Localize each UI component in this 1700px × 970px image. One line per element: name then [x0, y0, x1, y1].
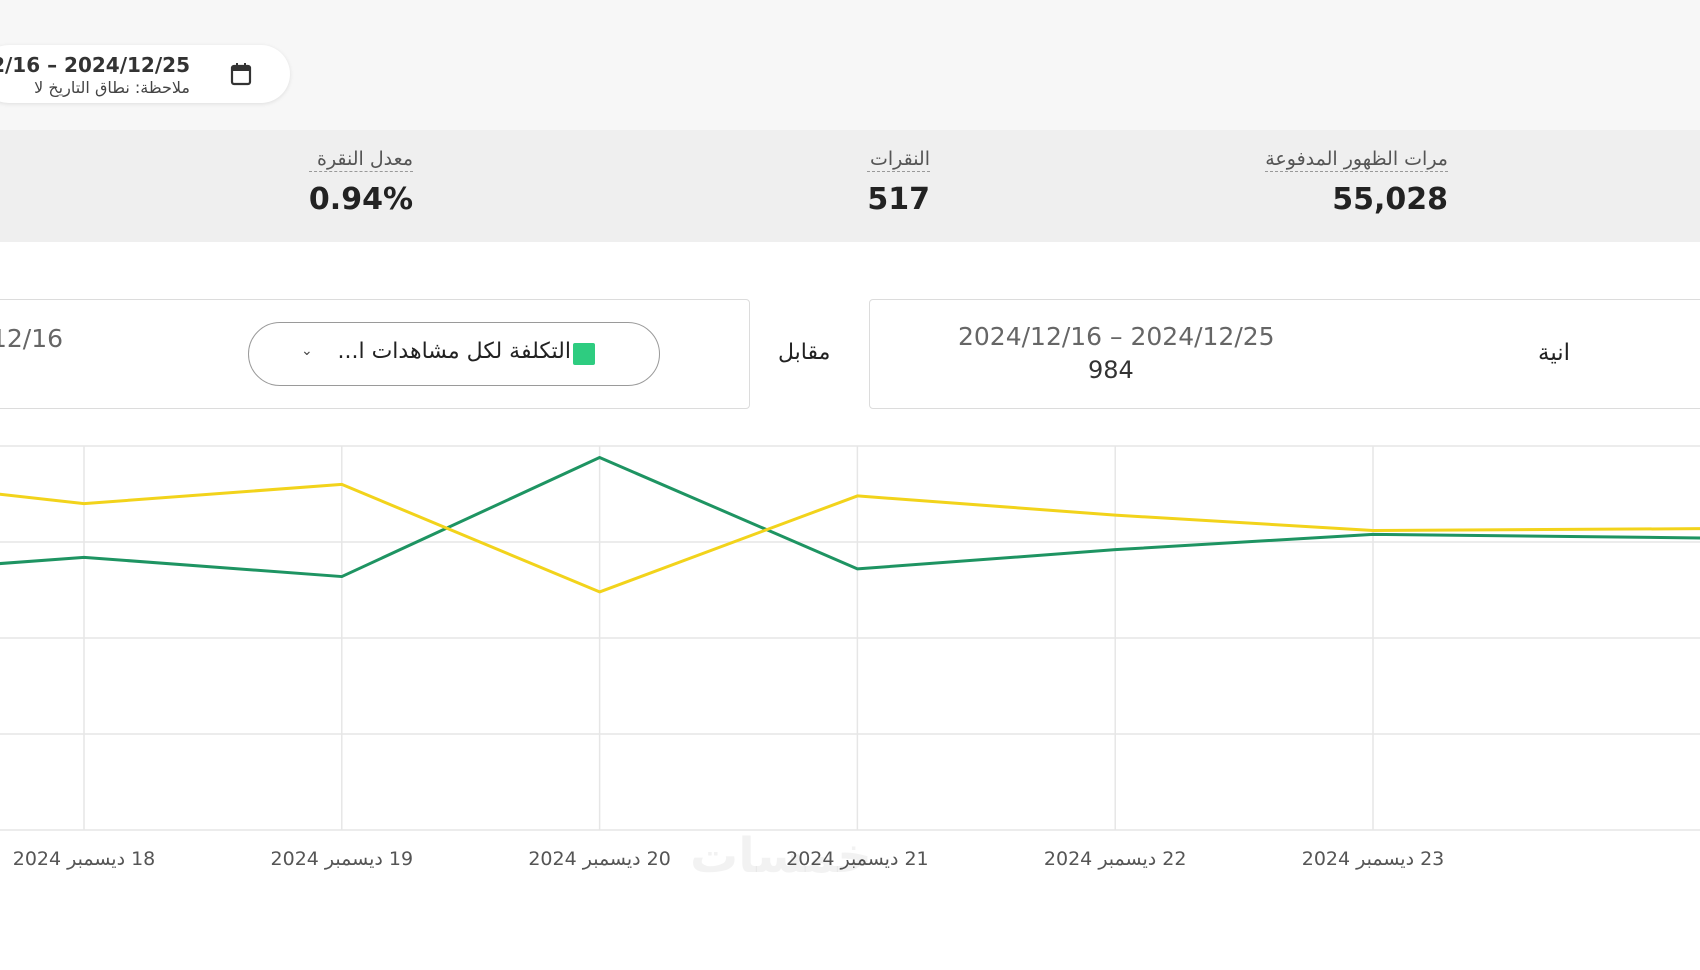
date-range-note: ملاحظة: نطاق التاريخ لا: [34, 78, 190, 97]
metric-value: 517: [867, 182, 930, 217]
versus-label: مقابل: [778, 340, 831, 365]
metrics-summary: مرات الظهور المدفوعة 55,028 النقرات 517 …: [0, 130, 1700, 242]
x-tick-label: 20 ديسمبر 2024: [528, 848, 671, 870]
chart-lines: [0, 456, 1700, 594]
chart-grid: [0, 445, 1700, 831]
date-range-picker[interactable]: 2024/12/16 – 2024/12/25 ملاحظة: نطاق الت…: [0, 45, 290, 103]
metric-label[interactable]: النقرات: [867, 148, 930, 172]
x-tick-label: 21 ديسمبر 2024: [786, 848, 929, 870]
metric-ctr: معدل النقرة 0.94%: [308, 148, 413, 217]
x-tick-label: 22 ديسمبر 2024: [1043, 848, 1187, 870]
metric-value: 55,028: [1332, 182, 1448, 217]
series-color-swatch: [573, 343, 595, 365]
calendar-icon: [230, 63, 252, 86]
compare-right-card[interactable]: 2024/12/16 – 2024/12/25 984 انية: [869, 299, 1700, 409]
metric-value: 0.94%: [308, 182, 413, 217]
metric-clicks: النقرات 517: [867, 148, 930, 217]
compare-right-metric: انية: [1538, 340, 1571, 366]
x-tick-label: 19 ديسمبر 2024: [270, 848, 414, 870]
metric-paid-impressions: مرات الظهور المدفوعة 55,028: [1265, 148, 1448, 217]
metric-label[interactable]: مرات الظهور المدفوعة: [1265, 148, 1448, 172]
date-range-text: 2024/12/16 – 2024/12/25: [0, 53, 190, 77]
metric-select[interactable]: التكلفة لكل مشاهدات ا... ⌄: [248, 322, 660, 386]
series-line-1: [0, 456, 1700, 579]
compare-right-range: 2024/12/16 – 2024/12/25: [958, 322, 1275, 351]
metric-label[interactable]: معدل النقرة: [308, 148, 413, 172]
x-tick-label: 23 ديسمبر 2024: [1301, 848, 1445, 870]
series-line-2: [0, 482, 1700, 594]
x-tick-label: 18 ديسمبر 2024: [12, 848, 156, 870]
watermark: خمسات: [690, 828, 872, 884]
compare-left-range: 12/16: [0, 324, 64, 353]
metric-select-label: التكلفة لكل مشاهدات ا...: [337, 339, 571, 364]
line-chart: [0, 445, 1700, 831]
compare-right-value: 984: [1088, 356, 1134, 384]
chevron-down-icon: ⌄: [301, 343, 313, 359]
